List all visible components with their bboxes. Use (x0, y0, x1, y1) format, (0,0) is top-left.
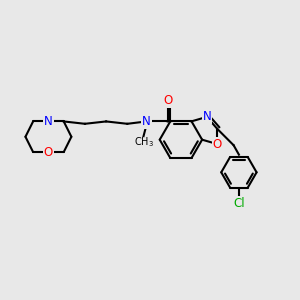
Text: O: O (44, 146, 53, 159)
Text: CH$_3$: CH$_3$ (134, 135, 154, 149)
Text: N: N (142, 115, 151, 128)
Text: O: O (213, 138, 222, 151)
Text: O: O (163, 94, 172, 107)
Text: Cl: Cl (233, 197, 245, 210)
Text: N: N (202, 110, 211, 123)
Text: N: N (44, 115, 53, 128)
